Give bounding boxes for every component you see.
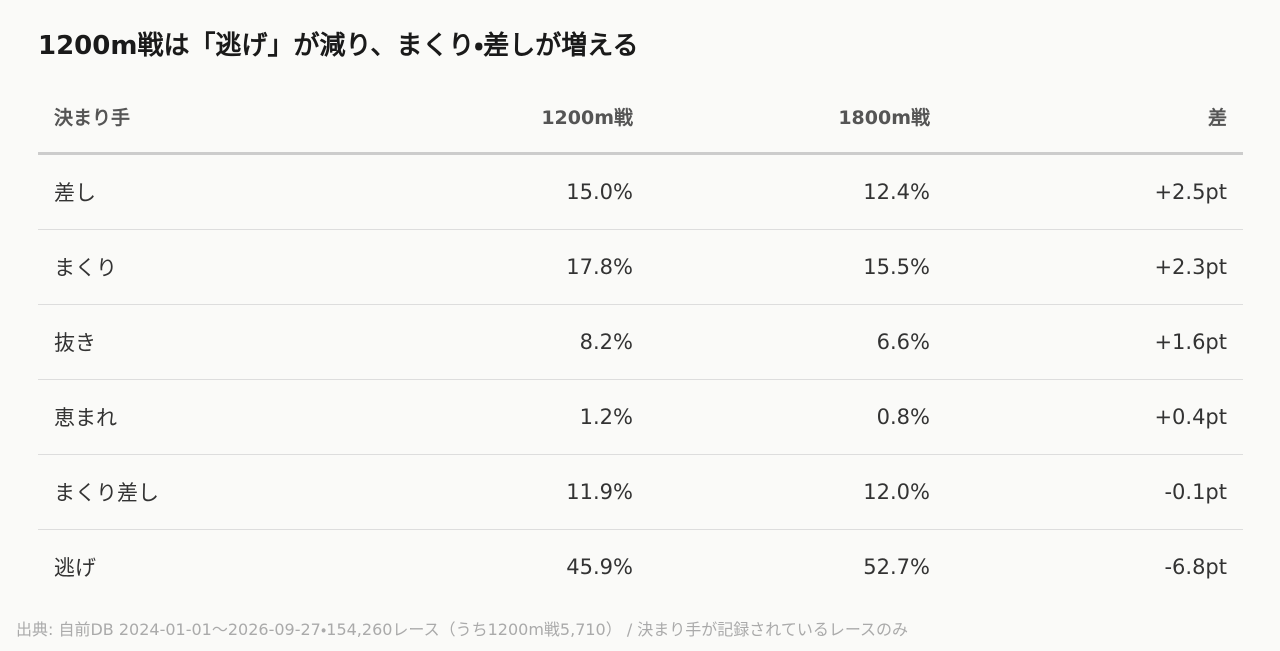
table-cell: +2.3pt [946,229,1243,305]
title: 1200m戦は「逃げ」が減り、まくり・差しが増える [38,31,639,61]
table-row: 恵まれ 1.2% 0.8% +0.4pt [38,379,1243,455]
table-cell: 12.4% [649,153,946,230]
table-cell: 恵まれ [38,379,352,455]
table-row: 抜き 8.2% 6.6% +1.6pt [38,304,1243,380]
table-row: 逃げ 45.9% 52.7% -6.8pt [38,530,1243,605]
header-cell: 1200m戦 [352,80,649,155]
table-cell: 8.2% [352,304,649,380]
table-cell: 12.0% [649,454,946,530]
header-row: 決まり手 1200m戦 1800m戦差 [38,80,1243,155]
table-cell: 11.9% [352,454,649,530]
table-cell: 15.5% [649,229,946,305]
table-cell: 15.0% [352,153,649,230]
table-cell: 0.8% [649,379,946,455]
table: 決まり手 1200m戦 1800m戦差 差し 15.0% 12.4% +2.5pt まくり 1… [38,80,1243,604]
header-cell: 決まり手 [38,80,352,155]
table-cell: -0.1pt [946,454,1243,530]
table-cell: まくり [38,229,352,305]
table-cell: まくり差し [38,454,352,530]
table-cell: 6.6% [649,304,946,380]
table-cell: 52.7% [863,555,930,579]
source-note: 出典: 自前DB 2024-01-01〜2026-09-27・154,260レー… [16,620,909,639]
table-row: 差し 15.0% 12.4% +2.5pt [38,153,1243,230]
table-cell: 差し [38,153,352,230]
table-cell: +1.6pt [946,304,1243,380]
table-row: まくり 17.8% 15.5% +2.3pt [38,229,1243,305]
header-cell: 1800m戦 [649,80,946,155]
table-cell: 1.2% [352,379,649,455]
table-cell: 45.9% [566,555,633,579]
table-cell: +2.5pt [946,153,1243,230]
header-cell: 差 [946,80,1243,155]
table-cell: +0.4pt [946,379,1243,455]
table-cell: -6.8pt [1164,555,1227,579]
table-cell: 抜き [38,304,352,380]
table-row: まくり差し 11.9% 12.0% -0.1pt [38,454,1243,530]
table-cell: 17.8% [352,229,649,305]
table-cell: 逃げ [54,556,96,580]
